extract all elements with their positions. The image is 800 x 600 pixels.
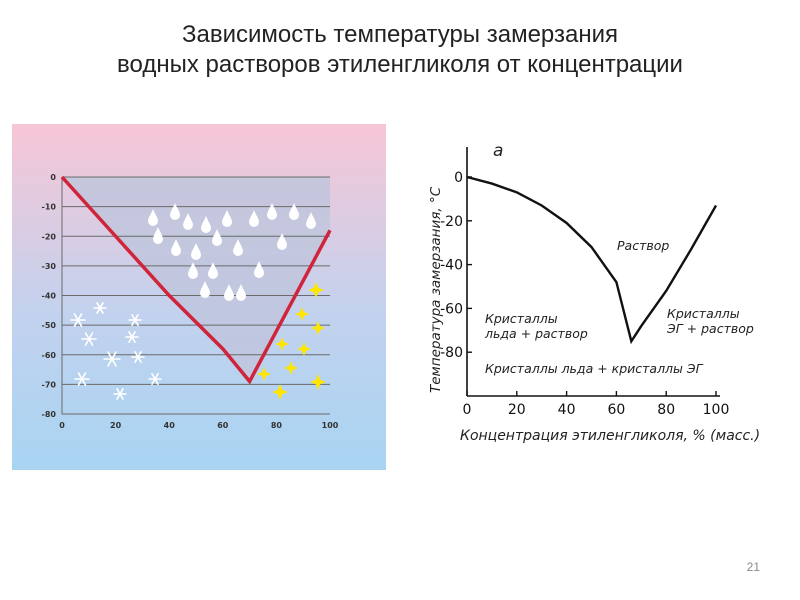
- water-drop-icon: [171, 239, 181, 256]
- x-axis-ticks: 0 20 40 60 80 100: [59, 421, 339, 430]
- sparkle-icon: [275, 337, 289, 351]
- x-tick-label: 80: [271, 421, 283, 430]
- snowflake-icon: [74, 372, 90, 386]
- water-drop-icon: [212, 229, 222, 246]
- x-tick-label: 60: [607, 402, 625, 418]
- annotation-eg-crystals-line1: Кристаллы: [667, 306, 740, 321]
- grid-lines: [61, 176, 330, 415]
- water-drop-icon: [170, 203, 180, 220]
- snowflake-icon: [81, 332, 97, 346]
- snowflake-icon: [128, 314, 142, 326]
- y-tick-label: -10: [42, 203, 57, 212]
- snowflake-icon: [125, 331, 139, 343]
- y-axis-label: Температура замерзания, °С: [428, 186, 444, 393]
- water-drop-icon: [277, 233, 287, 250]
- water-drops: [148, 203, 316, 301]
- y-axis-ticks: 0 -20 -40 -60 -80: [440, 170, 472, 361]
- freezing-curve: [60, 175, 332, 385]
- sparkle-icon: [257, 367, 271, 381]
- y-tick-label: -40: [440, 258, 463, 274]
- slide-title: Зависимость температуры замерзания водны…: [40, 20, 760, 80]
- water-drop-icon: [267, 203, 277, 220]
- x-tick-label: 0: [463, 402, 472, 418]
- y-tick-label: -40: [42, 292, 57, 301]
- water-drop-icon: [153, 227, 163, 244]
- y-tick-label: -80: [42, 410, 57, 419]
- freezing-point-diagram: а 0 -20 -40 -60 -80 0 20 40 60 80 100 Температура…: [428, 141, 760, 444]
- y-tick-label: -50: [42, 321, 57, 330]
- water-drop-icon: [222, 210, 232, 227]
- x-tick-label: 100: [703, 402, 730, 418]
- water-drop-icon: [200, 281, 210, 298]
- water-drop-icon: [183, 213, 193, 230]
- y-tick-label: -30: [42, 262, 57, 271]
- annotation-ice-crystals-line2: льда + раствор: [484, 326, 588, 341]
- freezing-point-color-chart: 0 -10 -20 -30 -40 -50 -60 -70 -80 0 20 40 60 80 100: [12, 124, 386, 470]
- y-tick-label: 0: [50, 173, 56, 182]
- x-tick-label: 20: [110, 421, 122, 430]
- x-tick-label: 100: [322, 421, 339, 430]
- annotation-ice-and-eg-crystals: Кристаллы льда + кристаллы ЭГ: [485, 361, 704, 376]
- snowflake-icon: [70, 313, 86, 327]
- x-tick-label: 20: [508, 402, 526, 418]
- snowflake-icon: [93, 302, 107, 314]
- panel-label: а: [493, 141, 503, 161]
- water-drop-icon: [224, 284, 234, 301]
- sparkle-icon: [272, 384, 288, 400]
- sparkle-icon: [297, 342, 311, 356]
- x-axis-ticks: 0 20 40 60 80 100: [463, 391, 730, 418]
- title-line-2: водных растворов этиленгликоля от концен…: [117, 51, 683, 78]
- water-drop-icon: [188, 262, 198, 279]
- water-drop-icon: [233, 239, 243, 256]
- title-line-1: Зависимость температуры замерзания: [181, 21, 619, 48]
- x-tick-label: 0: [59, 421, 65, 430]
- annotation-eg-crystals-line2: ЭГ + раствор: [666, 321, 754, 336]
- sparkle-icon: [284, 361, 298, 375]
- y-tick-label: -70: [42, 380, 57, 389]
- water-drop-icon: [148, 209, 158, 226]
- y-tick-label: -60: [440, 301, 463, 317]
- water-drop-icon: [289, 203, 299, 220]
- snowflake-icon: [113, 388, 127, 400]
- water-drop-icon: [249, 210, 259, 227]
- y-axis-ticks: 0 -10 -20 -30 -40 -50 -60 -70 -80: [42, 173, 57, 419]
- sparkle-icon: [308, 282, 324, 298]
- sparkles: [257, 282, 326, 400]
- freezing-curve: [466, 175, 718, 345]
- water-drop-icon: [236, 284, 246, 301]
- snowflake-icon: [148, 373, 162, 385]
- x-tick-label: 40: [558, 402, 576, 418]
- water-drop-icon: [201, 216, 211, 233]
- water-drop-icon: [208, 262, 218, 279]
- sparkle-icon: [310, 374, 326, 390]
- annotation-solution: Раствор: [617, 238, 669, 253]
- y-tick-label: -20: [440, 214, 463, 230]
- sparkle-icon: [295, 307, 309, 321]
- water-drop-icon: [254, 261, 264, 278]
- y-tick-label: -80: [440, 345, 463, 361]
- x-tick-label: 40: [164, 421, 176, 430]
- axes: [466, 147, 720, 397]
- sparkle-icon: [311, 321, 325, 335]
- annotation-ice-crystals-line1: Кристаллы: [485, 311, 558, 326]
- y-tick-label: -60: [42, 351, 57, 360]
- snowflakes: [70, 302, 162, 400]
- water-drop-icon: [191, 243, 201, 260]
- x-tick-label: 60: [217, 421, 229, 430]
- snowflake-icon: [103, 351, 121, 367]
- x-tick-label: 80: [657, 402, 675, 418]
- y-tick-label: -20: [42, 232, 57, 241]
- x-axis-label: Концентрация этиленгликоля, % (масс.): [460, 428, 760, 444]
- snowflake-icon: [131, 351, 145, 363]
- y-tick-label: 0: [454, 170, 463, 186]
- page-number: 21: [746, 560, 760, 574]
- water-drop-icon: [306, 212, 316, 229]
- liquid-region: [62, 177, 330, 382]
